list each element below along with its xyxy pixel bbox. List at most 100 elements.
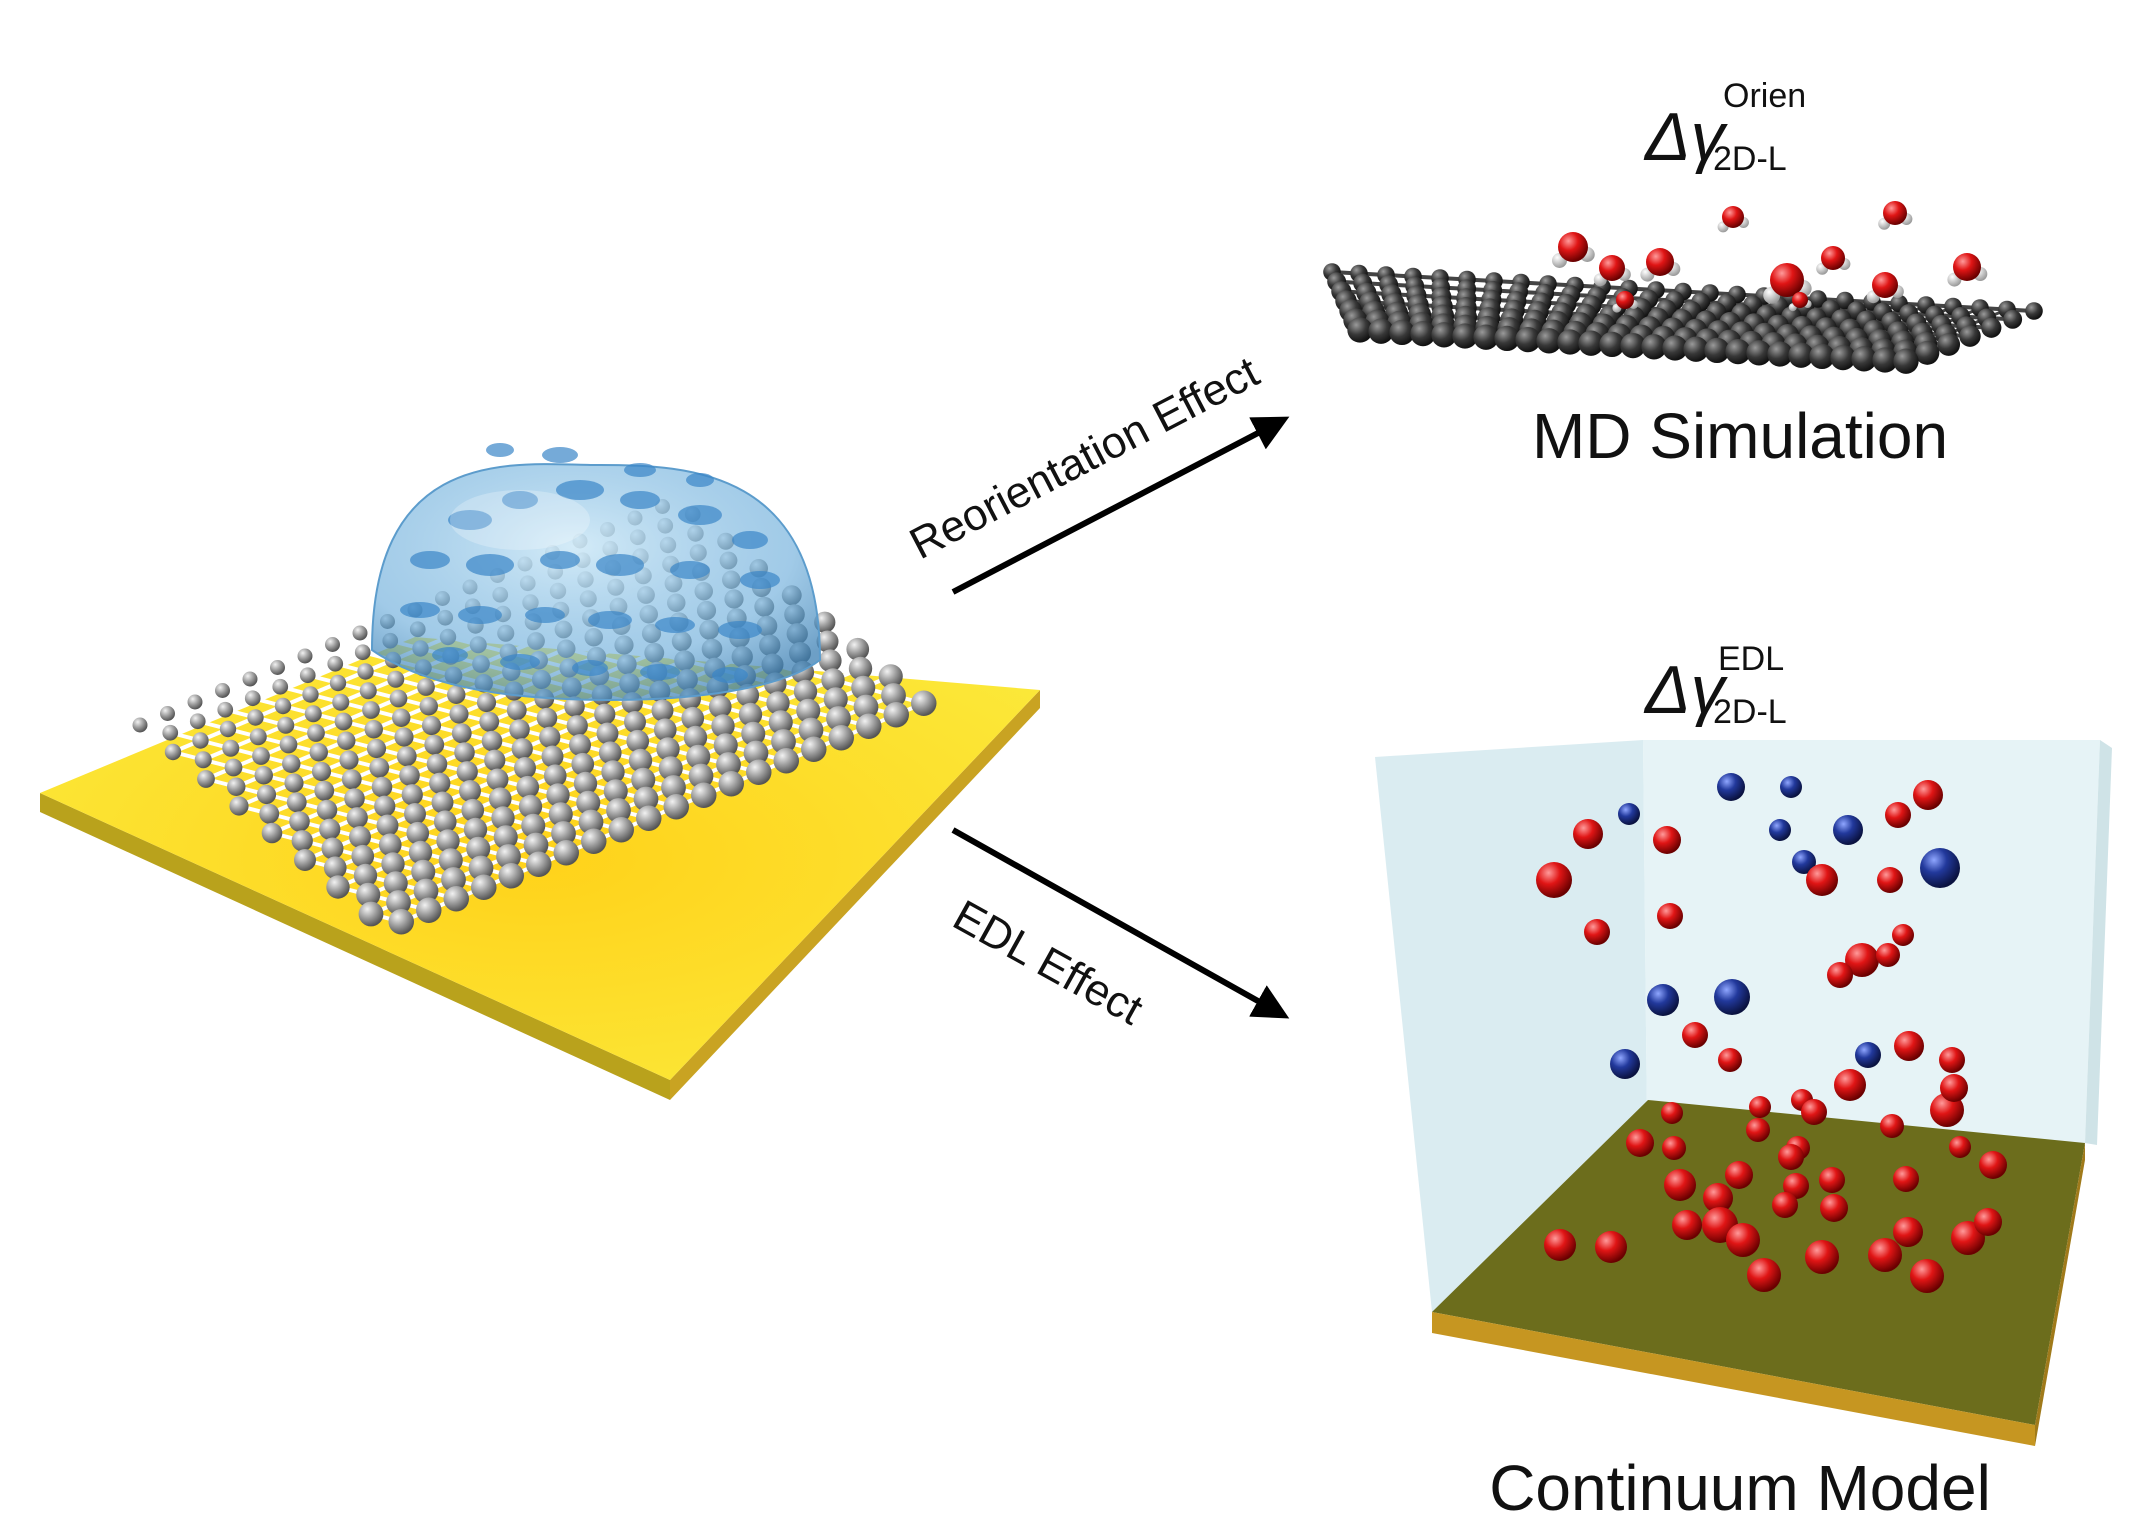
oxygen-atom [1872,272,1898,298]
md-carbon-atom [1830,344,1856,371]
carbon-atom [608,817,634,843]
carbon-atom [688,763,714,789]
carbon-atom [319,818,341,840]
water-blob [620,491,660,509]
cation-sphere [1746,1118,1770,1142]
carbon-atom [771,729,796,754]
cation-sphere [1910,1259,1944,1293]
carbon-atom [416,897,442,923]
md-carbon-atom [1704,337,1730,364]
carbon-atom [468,855,494,881]
carbon-atom [658,756,683,781]
carbon-atom [846,637,870,661]
carbon-atom [853,694,879,720]
anion-sphere [1647,984,1679,1016]
cation-sphere [1940,1074,1968,1102]
carbon-atom [289,811,310,832]
carbon-atom [681,706,705,730]
water-blob [500,654,540,670]
md-carbon-atom [2003,309,2023,329]
cation-sphere [1747,1258,1781,1292]
carbon-atom [326,875,350,899]
carbon-atom [332,693,350,711]
carbon-atom [661,775,686,800]
carbon-atom [454,742,475,763]
cation-sphere [1979,1151,2007,1179]
carbon-atom [334,712,353,731]
water-blob [732,531,768,549]
md-simulation-panel: Δγ 2D-L Orien MD Simulation [1323,77,2043,472]
carbon-atom [227,777,246,796]
cation-sphere [1819,1167,1845,1193]
water-blob [502,491,538,509]
carbon-atom [399,765,420,786]
carbon-atom [259,803,280,824]
md-carbon-atom [1683,336,1709,362]
water-blob [542,447,578,463]
carbon-atom [344,788,365,809]
cation-sphere [1892,924,1914,946]
water-blob [486,443,514,457]
carbon-atom [279,735,298,754]
carbon-atom [291,830,313,852]
carbon-atom [187,694,203,710]
edl-superscript: EDL [1718,640,1784,678]
md-carbon-atom [1746,340,1772,366]
water-blob [640,664,680,680]
carbon-atom [325,637,340,652]
carbon-atom [848,656,873,681]
cation-sphere [1939,1047,1965,1073]
edl-delta-gamma: Δγ [1643,652,1729,728]
carbon-atom [189,713,206,730]
oxygen-atom [1616,291,1634,309]
carbon-atom [219,720,237,738]
carbon-atom [426,753,448,775]
cation-sphere [1661,1102,1683,1124]
carbon-atom [451,723,472,744]
carbon-atom [488,787,512,811]
carbon-atom [606,798,631,823]
carbon-atom [215,683,230,698]
carbon-atom [511,738,533,760]
carbon-atom [628,748,653,773]
carbon-atom [816,630,839,653]
carbon-atom [476,692,497,713]
carbon-atom [270,660,285,675]
ions [1536,773,2007,1293]
carbon-atom [376,814,399,837]
carbon-atom [252,747,270,765]
md-carbon-atom [1641,334,1667,360]
oxygen-atom [1722,206,1744,228]
carbon-atom [351,844,375,868]
carbon-atom [441,867,466,892]
box-floor-edge [1432,1312,2035,1446]
cation-sphere [1868,1238,1902,1272]
md-carbon-atom [1788,342,1814,368]
anion-sphere [1792,850,1816,874]
carbon-atom [401,784,423,806]
cation-sphere [1584,919,1610,945]
carbon-atom [603,779,628,804]
carbon-atom [633,786,659,812]
carbon-atom [194,751,212,769]
anion-sphere [1769,819,1791,841]
carbon-atom [911,690,937,716]
md-carbon-atom [1452,323,1478,349]
continuum-model-panel: Δγ 2D-L EDL Continuum Model [1375,640,2112,1524]
cation-sphere [1880,1114,1904,1138]
water-droplet [370,443,822,702]
carbon-atom [307,724,325,742]
carbon-atom [411,859,436,884]
carbon-atom [349,826,371,848]
carbon-atom [456,761,478,783]
edl-subscript: 2D-L [1713,693,1787,731]
carbon-atom [329,674,347,692]
anion-sphere [1855,1042,1881,1068]
cation-sphere [1913,780,1943,810]
carbon-atom [818,649,842,673]
cation-sphere [1718,1048,1742,1072]
cation-sphere [1893,1166,1919,1192]
cation-sphere [1662,1136,1686,1160]
carbon-atom [624,711,646,733]
carbon-atom [521,813,546,838]
